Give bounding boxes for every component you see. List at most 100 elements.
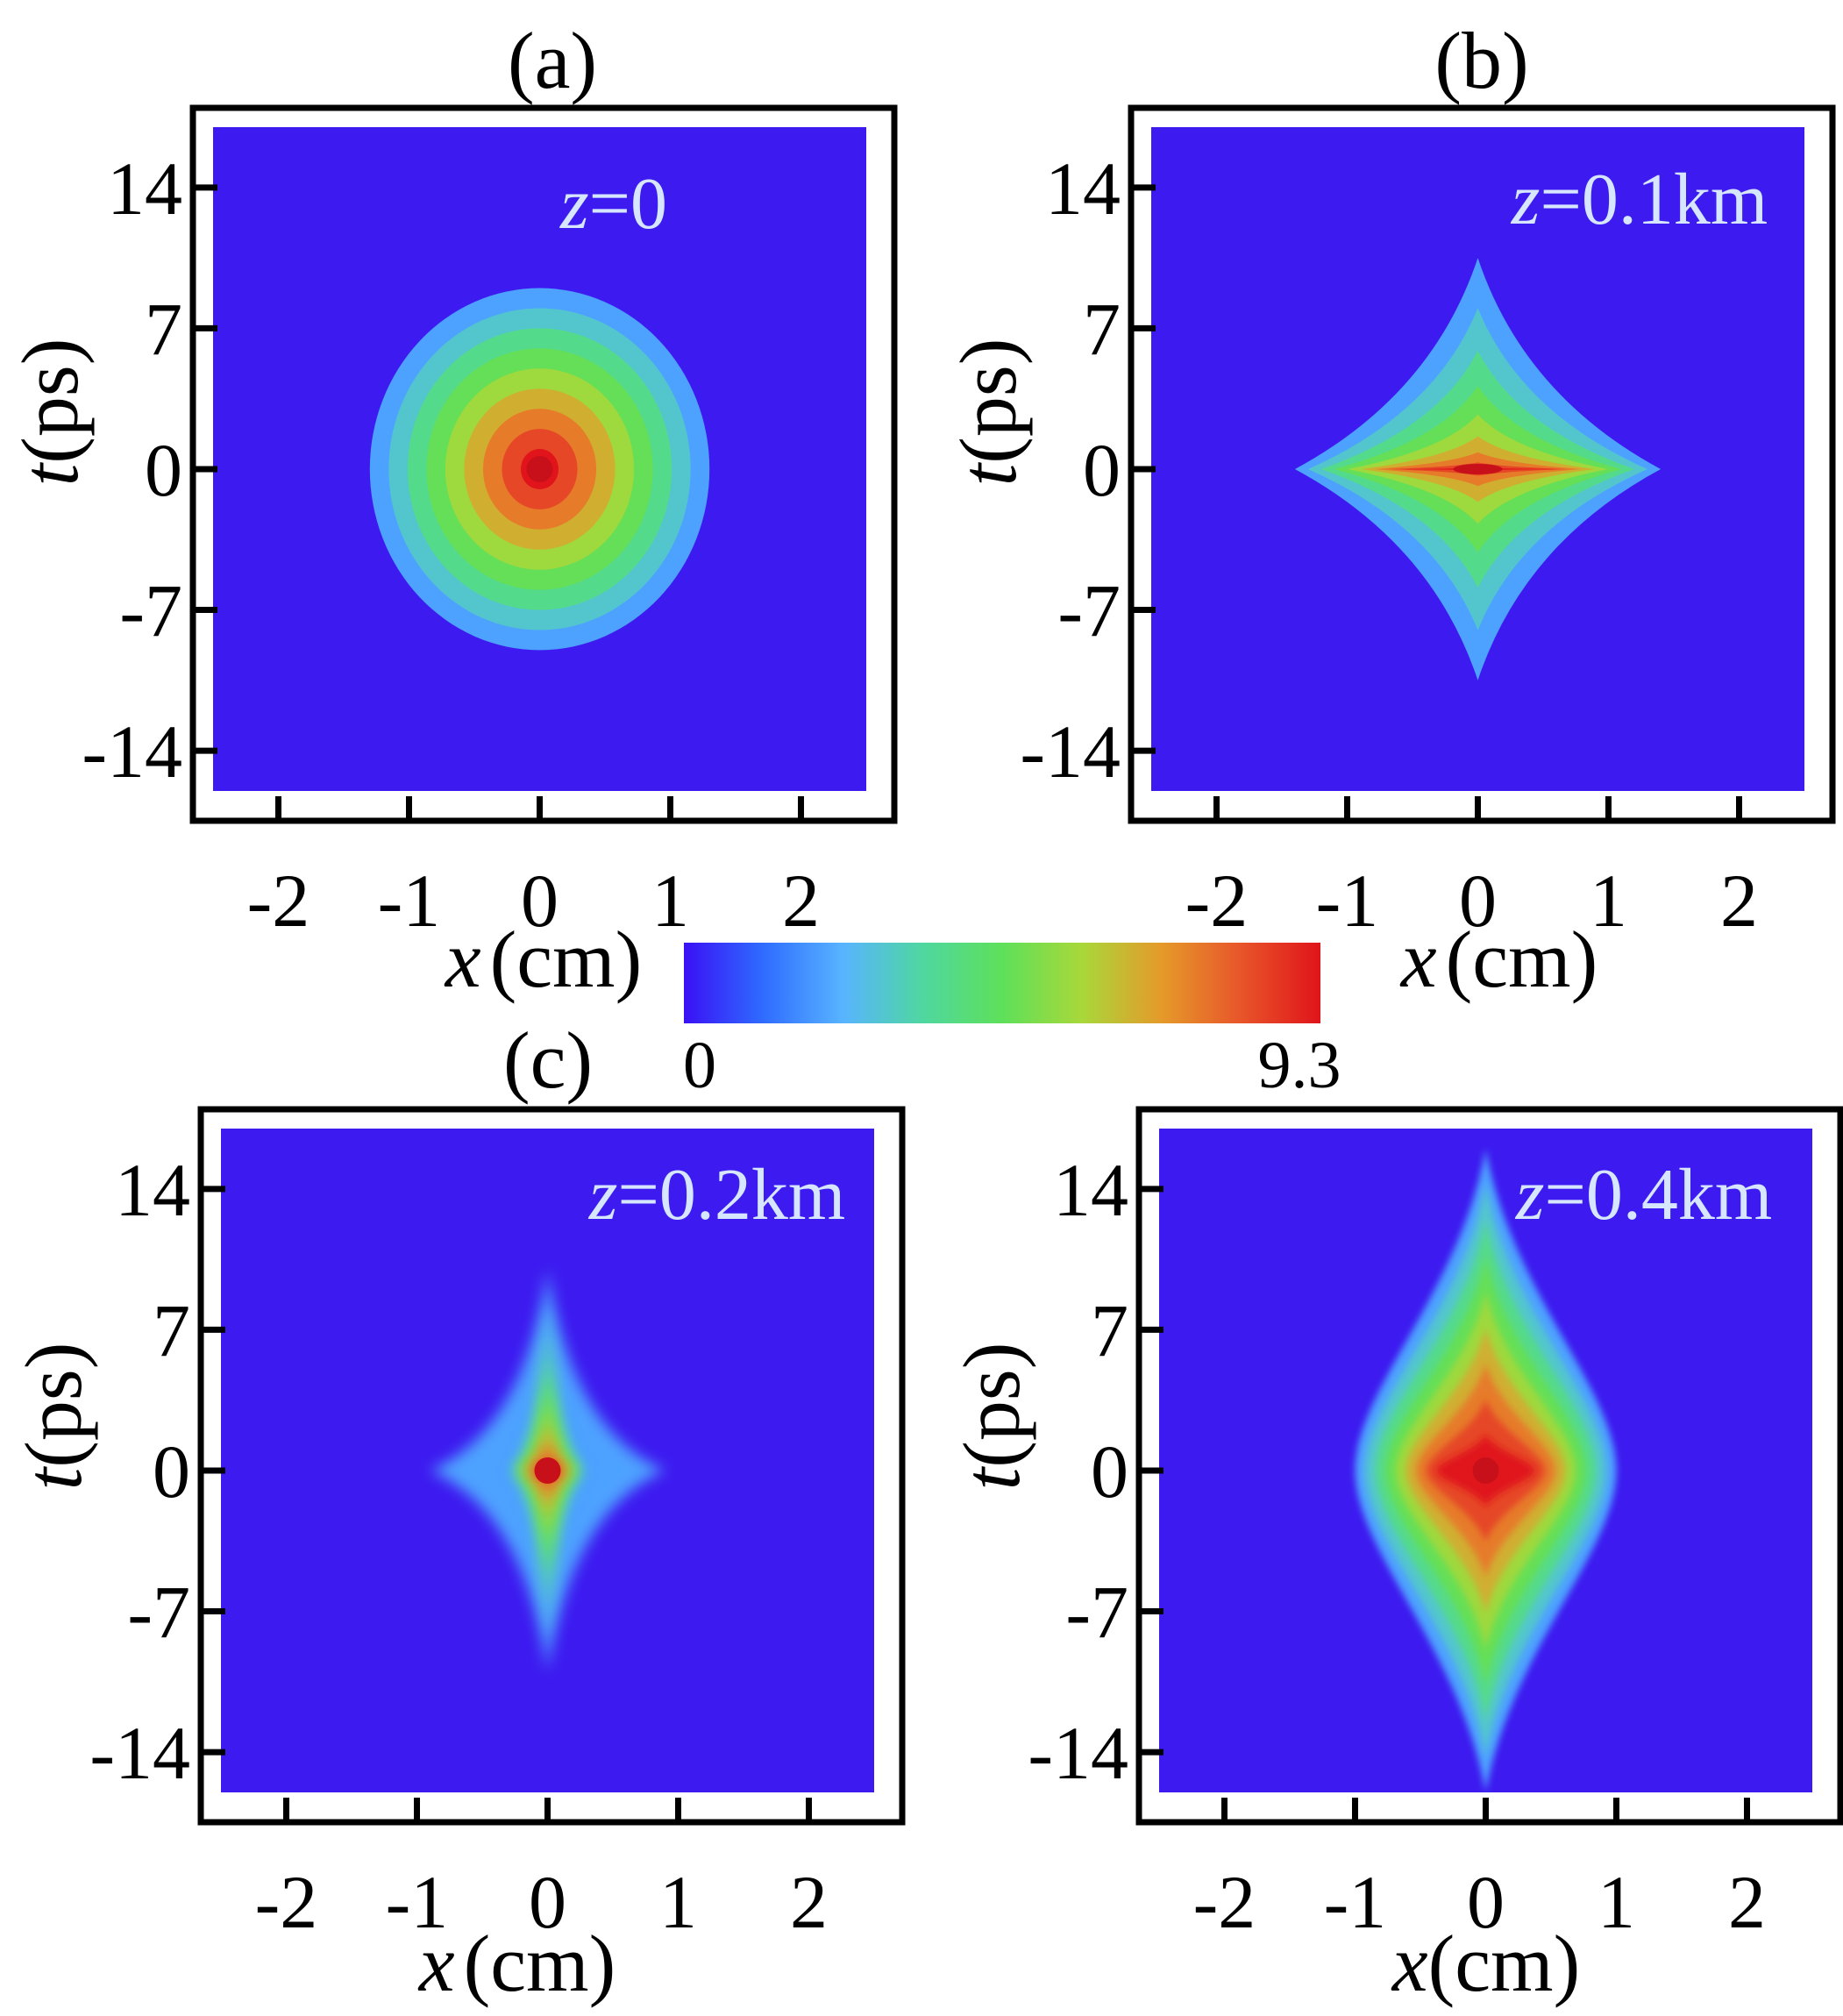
panel-a-peak: [526, 455, 553, 482]
panel-c-plot: [221, 1129, 874, 1792]
panel-d-x-ticks: -2 -1 0 1 2: [1193, 1798, 1766, 1944]
panel-b-y-tick-label: -7: [1057, 569, 1121, 653]
panel-b-xlabel-var: x: [1399, 915, 1437, 1004]
panel-b-y-tick-label: 14: [1045, 146, 1121, 231]
panel-c-y-tick-label: -14: [89, 1711, 190, 1795]
panel-a-xlabel: x (cm): [444, 915, 643, 1004]
panel-a-y-tick-label: 7: [145, 287, 182, 371]
panel-b-plot: [1151, 127, 1804, 791]
panel-d-y-tick-label: -7: [1065, 1571, 1128, 1655]
panel-a-xlabel-var: x: [444, 915, 481, 1004]
panel-a-annotation-var: z: [559, 163, 589, 245]
panel-b-peak: [1453, 463, 1503, 474]
panel-a-y-tick-label: -7: [119, 569, 182, 653]
panel-c-peak: [534, 1457, 561, 1484]
panel-a-x-tick-label: 0: [521, 858, 559, 943]
panel-c-xlabel-unit: (cm): [464, 1919, 616, 2008]
panel-c-x-ticks: -2 -1 0 1 2: [255, 1798, 828, 1944]
colorbar: 0 9.3: [683, 943, 1341, 1102]
panel-d-ylabel-var: t: [947, 1465, 1036, 1490]
panel-b-xlabel-unit: (cm): [1446, 915, 1598, 1004]
panel-c-y-tick-label: 0: [153, 1429, 190, 1514]
panel-b-annotation-value: =0.1km: [1540, 159, 1768, 240]
panel-c-annotation-var: z: [588, 1154, 618, 1236]
panel-b-y-ticks: -14 -7 0 7 14: [1020, 146, 1156, 794]
colorbar-max-label: 9.3: [1258, 1029, 1341, 1102]
panel-c-x-tick-label: 0: [529, 1860, 566, 1944]
panel-a-frame: [189, 104, 898, 824]
panel-b-y-tick-label: 0: [1083, 428, 1121, 512]
panel-a-x-tick-label: -2: [247, 858, 310, 943]
panel-c-ylabel: t(ps): [9, 1343, 98, 1491]
panel-a-y-tick-label: -14: [82, 709, 182, 794]
panel-d-xlabel: x(cm): [1391, 1919, 1581, 2008]
panel-b-annotation: z=0.1km: [1511, 159, 1768, 240]
panel-d-ylabel-unit: (ps): [947, 1343, 1036, 1468]
panel-c-frame: [197, 1106, 906, 1826]
panel-c-x-tick-label: 1: [659, 1860, 697, 1944]
panel-c-y-tick-label: 14: [115, 1148, 190, 1232]
panel-c-xlabel: x (cm): [417, 1919, 616, 2008]
panel-a-annotation: z=0: [559, 163, 667, 245]
panel-b-x-tick-label: 1: [1590, 858, 1627, 943]
panel-a-x-tick-label: -1: [378, 858, 441, 943]
panel-c-y-ticks: -14 -7 0 7 14: [89, 1148, 225, 1795]
panel-a-title: (a): [508, 16, 597, 105]
panel-d-peak: [1472, 1457, 1499, 1484]
panel-c-title: (c): [503, 1015, 593, 1105]
panel-a-ylabel: t(ps): [5, 338, 95, 487]
panel-a-x-tick-label: 1: [651, 858, 689, 943]
panel-a-xlabel-unit: (cm): [490, 915, 643, 1004]
panel-d-ylabel: t(ps): [947, 1343, 1036, 1491]
colorbar-min-label: 0: [683, 1029, 716, 1102]
panel-d-x-tick-label: 1: [1598, 1860, 1635, 1944]
panel-a-ylabel-unit: (ps): [5, 338, 95, 464]
panel-d-y-tick-label: -14: [1028, 1711, 1128, 1795]
panel-a-y-tick-label: 14: [107, 146, 182, 231]
panel-d-x-tick-label: 2: [1728, 1860, 1766, 1944]
panel-a-x-tick-label: 2: [782, 858, 820, 943]
colorbar-bar: [684, 943, 1320, 1023]
panel-d-xlabel-unit: (cm): [1428, 1919, 1581, 2008]
panel-b-xlabel: x (cm): [1399, 915, 1598, 1004]
panel-d-x-tick-label: -2: [1193, 1860, 1256, 1944]
panel-c-x-tick-label: -2: [255, 1860, 318, 1944]
panel-d-y-tick-label: 0: [1091, 1429, 1128, 1514]
panel-c: (c) -2 -1 0 1 2 -14 -7 0 7 14 z=0.2km x (cm) t(ps…: [9, 1015, 906, 2008]
panel-d-y-tick-label: 14: [1053, 1148, 1128, 1232]
panel-d-x-tick-label: 0: [1467, 1860, 1505, 1944]
panel-c-x-tick-label: 2: [790, 1860, 828, 1944]
panel-c-y-tick-label: -7: [127, 1571, 190, 1655]
panel-d-frame: [1135, 1106, 1843, 1826]
panel-d-plot: [1159, 1129, 1812, 1792]
panel-b-annotation-var: z: [1511, 159, 1541, 240]
panel-b-x-tick-label: 0: [1459, 858, 1497, 943]
panel-b-y-tick-label: 7: [1083, 287, 1121, 371]
panel-d-annotation-value: =0.4km: [1544, 1154, 1772, 1236]
panel-c-annotation-value: =0.2km: [617, 1154, 845, 1236]
panel-a: (a) -2 -1 0 1 2 -14 -7 0 7 14 z=0 x (cm) t(ps): [5, 16, 898, 1004]
panel-d-y-tick-label: 7: [1091, 1288, 1128, 1372]
panel-a-ylabel-var: t: [5, 461, 95, 486]
panel-b-ylabel-var: t: [943, 461, 1033, 486]
panel-b: (b) -2 -1 0 1 2 -14 -7 0 7 14 z=0.1km x (cm) t(ps…: [943, 16, 1836, 1004]
panel-d-x-tick-label: -1: [1324, 1860, 1387, 1944]
panel-a-annotation-value: =0: [589, 163, 667, 245]
panel-b-x-ticks: -2 -1 0 1 2: [1185, 796, 1758, 943]
panel-b-x-tick-label: -1: [1316, 858, 1379, 943]
panel-b-frame: [1128, 104, 1836, 824]
panel-b-x-tick-label: -2: [1185, 858, 1249, 943]
panel-b-y-tick-label: -14: [1020, 709, 1121, 794]
panel-b-ylabel: t(ps): [943, 338, 1033, 487]
panel-d-annotation: z=0.4km: [1515, 1154, 1772, 1236]
panel-c-annotation: z=0.2km: [588, 1154, 845, 1236]
panel-c-ylabel-var: t: [9, 1465, 98, 1490]
panel-a-plot: [213, 127, 866, 791]
panel-c-ylabel-unit: (ps): [9, 1343, 98, 1468]
panel-a-y-tick-label: 0: [145, 428, 182, 512]
panel-b-ylabel-unit: (ps): [943, 338, 1033, 464]
panel-d-xlabel-var: x: [1391, 1919, 1428, 2008]
panel-d: -2 -1 0 1 2 -14 -7 0 7 14 z=0.4km x(cm) t(ps): [947, 1106, 1843, 2008]
panel-a-x-ticks: -2 -1 0 1 2: [247, 796, 820, 943]
